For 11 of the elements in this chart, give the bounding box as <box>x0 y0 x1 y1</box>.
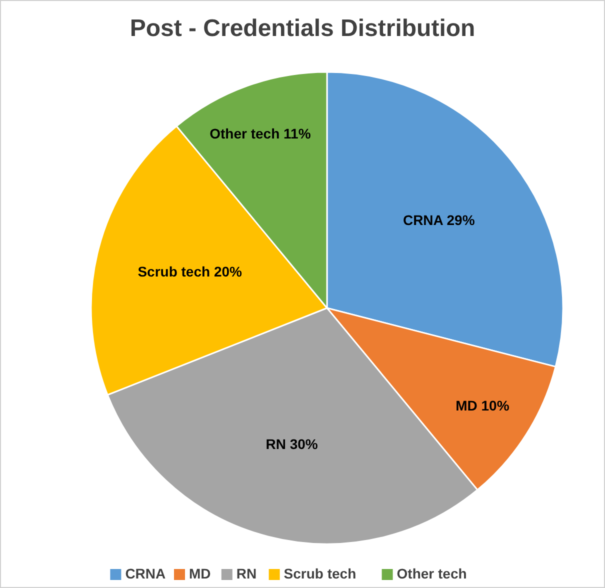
legend-label: MD <box>189 566 211 582</box>
legend-label: CRNA <box>125 566 166 582</box>
data-label: Scrub tech 20% <box>138 263 243 280</box>
data-label: Other tech 11% <box>210 126 312 142</box>
legend-label: RN <box>236 566 257 582</box>
data-label: CRNA 29% <box>402 212 476 228</box>
data-label: MD 10% <box>456 397 510 414</box>
chart-title: Post - Credentials Distribution <box>130 15 476 42</box>
data-label: RN 30% <box>266 436 318 452</box>
legend-label: Scrub tech <box>284 566 356 582</box>
legend-label: Other tech <box>396 566 467 582</box>
